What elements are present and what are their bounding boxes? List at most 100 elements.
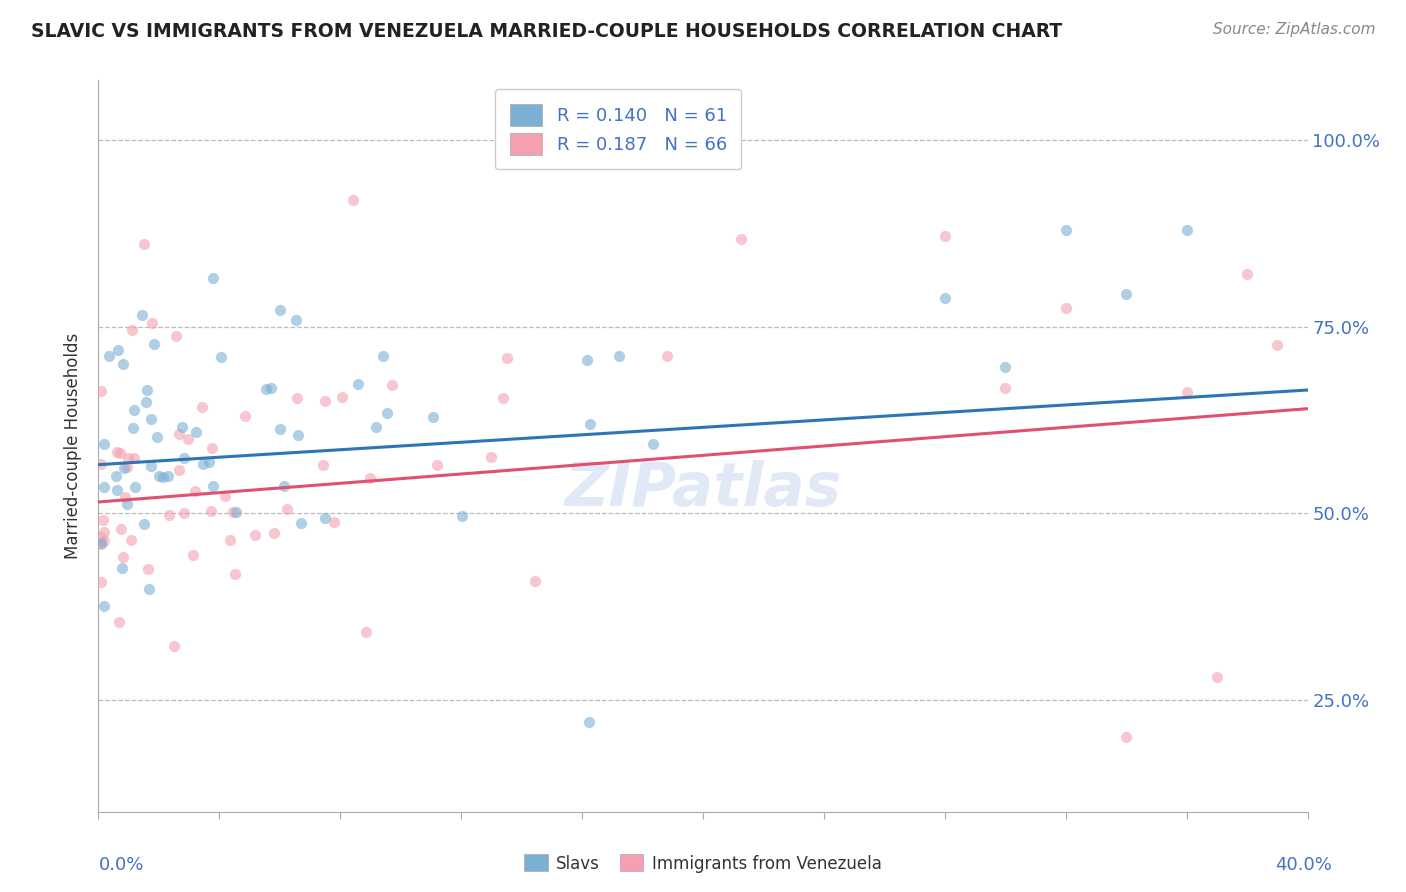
Point [117,460,139,475]
Point [138,582,160,597]
Point [148,469,170,483]
Point [169,463,191,477]
Point [284,313,307,327]
Point [322,515,344,529]
Point [375,406,398,420]
Point [193,458,215,472]
Point [450,509,472,524]
Point [177,432,200,446]
Point [93,524,115,539]
Point [269,421,291,435]
Point [1175,385,1198,400]
Point [366,420,388,434]
Point [578,715,600,730]
Point [201,442,224,456]
Point [235,409,257,424]
Point [198,455,221,469]
Point [191,400,214,414]
Point [359,471,381,485]
Point [218,533,240,548]
Point [90,535,112,549]
Point [146,430,169,444]
Point [290,516,312,530]
Point [162,639,184,653]
Point [1206,670,1229,684]
Point [222,505,245,519]
Point [90,457,112,471]
Point [181,548,204,562]
Point [93,599,115,614]
Text: 40.0%: 40.0% [1275,855,1331,873]
Point [93,480,115,494]
Point [131,308,153,322]
Point [224,566,246,581]
Point [312,458,335,472]
Point [479,450,502,464]
Point [111,561,134,575]
Point [314,393,336,408]
Point [139,459,162,474]
Point [90,384,112,398]
Point [98,349,121,363]
Point [994,360,1017,375]
Point [422,410,444,425]
Point [124,480,146,494]
Point [91,513,114,527]
Legend: Slavs, Immigrants from Venezuela: Slavs, Immigrants from Venezuela [517,847,889,880]
Point [269,302,291,317]
Point [132,237,155,252]
Point [425,458,447,473]
Point [285,391,308,405]
Point [200,504,222,518]
Point [173,451,195,466]
Point [184,425,207,439]
Point [1054,301,1077,315]
Point [165,328,187,343]
Point [111,549,134,564]
Point [225,505,247,519]
Point [342,193,364,207]
Text: 0.0%: 0.0% [98,855,143,873]
Point [105,483,128,498]
Point [115,497,138,511]
Point [287,427,309,442]
Point [112,461,135,475]
Point [132,517,155,532]
Point [136,562,159,576]
Point [108,615,131,630]
Point [730,232,752,246]
Text: SLAVIC VS IMMIGRANTS FROM VENEZUELA MARRIED-COUPLE HOUSEHOLDS CORRELATION CHART: SLAVIC VS IMMIGRANTS FROM VENEZUELA MARR… [31,22,1062,41]
Point [202,271,225,285]
Point [111,357,134,371]
Point [994,381,1017,395]
Point [90,537,112,551]
Point [346,376,368,391]
Point [117,451,139,466]
Point [152,470,174,484]
Point [496,351,519,365]
Y-axis label: Married-couple Households: Married-couple Households [65,333,83,559]
Point [524,574,547,588]
Point [104,469,127,483]
Legend: R = 0.140   N = 61, R = 0.187   N = 66: R = 0.140 N = 61, R = 0.187 N = 66 [495,89,741,169]
Point [314,510,336,524]
Point [371,349,394,363]
Point [1115,730,1137,744]
Point [934,291,956,305]
Point [260,380,283,394]
Point [136,384,159,398]
Point [276,502,298,516]
Point [184,483,207,498]
Point [1175,222,1198,236]
Point [1115,287,1137,301]
Point [93,533,115,548]
Point [157,508,180,523]
Point [934,229,956,244]
Point [120,533,142,547]
Point [90,530,112,544]
Text: ZIPatlas: ZIPatlas [564,460,842,519]
Point [641,436,664,450]
Point [1054,222,1077,236]
Point [1236,268,1258,282]
Point [114,490,136,504]
